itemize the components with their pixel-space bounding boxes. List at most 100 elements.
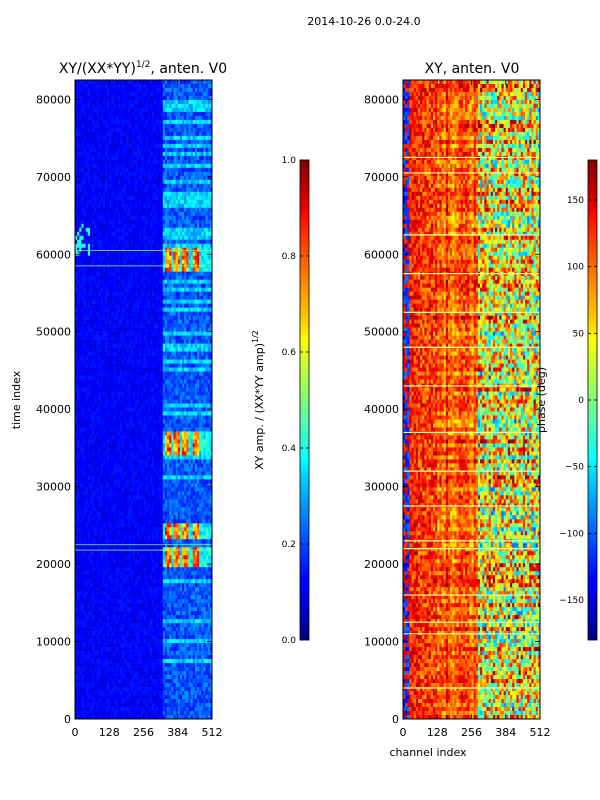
heatmap-cell	[171, 251, 174, 257]
heatmap-cell	[169, 107, 172, 113]
heatmap-cell	[192, 91, 196, 97]
heatmap-cell	[111, 83, 114, 89]
heatmap-cell	[162, 339, 166, 344]
heatmap-cell	[186, 91, 189, 97]
heatmap-cell	[177, 271, 181, 276]
heatmap-cell	[152, 243, 155, 249]
heatmap-cell	[156, 247, 159, 253]
heatmap-cell	[128, 159, 131, 165]
heatmap-cell	[207, 291, 211, 296]
heatmap-cell	[209, 331, 213, 336]
heatmap-cell	[139, 207, 142, 213]
heatmap-cell	[102, 219, 106, 225]
heatmap-cell	[83, 387, 86, 392]
heatmap-cell	[132, 239, 136, 245]
heatmap-cell	[209, 363, 213, 368]
heatmap-cell	[85, 107, 89, 113]
heatmap-cell	[162, 199, 166, 205]
heatmap-cell	[126, 347, 129, 352]
heatmap-cell	[85, 383, 89, 388]
heatmap-cell	[77, 343, 80, 348]
heatmap-cell	[164, 95, 168, 101]
heatmap-cell	[173, 379, 176, 384]
heatmap-cell	[115, 279, 119, 284]
heatmap-cell	[100, 139, 104, 145]
heatmap-cell	[130, 371, 134, 376]
heatmap-cell	[154, 123, 157, 129]
heatmap-cell	[190, 227, 194, 233]
heatmap-cell	[209, 343, 213, 348]
heatmap-cell	[130, 283, 134, 288]
heatmap-cell	[81, 283, 84, 288]
heatmap-cell	[192, 227, 196, 233]
heatmap-cell	[137, 383, 140, 388]
heatmap-cell	[158, 351, 161, 356]
heatmap-cell	[182, 383, 185, 388]
heatmap-cell	[169, 80, 172, 85]
heatmap-cell	[113, 123, 116, 129]
heatmap-cell	[87, 203, 91, 209]
heatmap-cell	[154, 267, 157, 272]
heatmap-cell	[182, 331, 185, 336]
heatmap-cell	[122, 291, 125, 296]
heatmap-cell	[113, 283, 116, 288]
heatmap-cell	[158, 203, 161, 209]
heatmap-cell	[152, 287, 155, 292]
heatmap-cell	[175, 207, 179, 213]
heatmap-cell	[158, 331, 161, 336]
heatmap-cell	[141, 143, 144, 149]
heatmap-cell	[109, 119, 112, 125]
heatmap-cell	[171, 307, 174, 312]
heatmap-cell	[107, 259, 110, 265]
heatmap-cell	[179, 323, 183, 328]
heatmap-cell	[83, 359, 86, 364]
heatmap-cell	[199, 271, 202, 276]
heatmap-cell	[139, 359, 142, 364]
heatmap-cell	[169, 87, 172, 93]
heatmap-cell	[177, 163, 181, 169]
heatmap-cell	[169, 331, 172, 336]
heatmap-cell	[158, 299, 161, 304]
heatmap-cell	[192, 331, 196, 336]
heatmap-cell	[96, 303, 99, 308]
heatmap-cell	[81, 291, 84, 296]
heatmap-cell	[132, 335, 136, 340]
heatmap-cell	[182, 80, 185, 85]
heatmap-cell	[175, 179, 179, 185]
heatmap-cell	[85, 367, 89, 372]
heatmap-cell	[164, 199, 168, 205]
heatmap-cell	[141, 295, 144, 300]
heatmap-cell	[83, 227, 86, 233]
heatmap-cell	[160, 127, 164, 133]
heatmap-cell	[132, 199, 136, 205]
heatmap-cell	[122, 259, 125, 265]
heatmap-cell	[122, 239, 125, 245]
heatmap-cell	[134, 311, 138, 316]
heatmap-cell	[145, 139, 149, 145]
heatmap-cell	[109, 359, 112, 364]
heatmap-cell	[85, 235, 89, 241]
heatmap-cell	[122, 299, 125, 304]
heatmap-cell	[160, 343, 164, 348]
heatmap-cell	[186, 251, 189, 257]
heatmap-cell	[179, 267, 183, 272]
heatmap-cell	[177, 327, 181, 332]
heatmap-cell	[162, 379, 166, 384]
heatmap-cell	[89, 331, 93, 336]
heatmap-cell	[179, 227, 183, 233]
heatmap-cell	[119, 323, 123, 328]
heatmap-cell	[77, 275, 80, 280]
heatmap-cell	[154, 303, 157, 308]
heatmap-cell	[77, 271, 80, 276]
heatmap-cell	[188, 371, 191, 376]
heatmap-cell	[126, 179, 129, 185]
heatmap-cell	[143, 287, 146, 292]
heatmap-cell	[177, 335, 181, 340]
heatmap-cell	[205, 127, 209, 133]
heatmap-cell	[124, 283, 127, 288]
heatmap-cell	[169, 363, 172, 368]
heatmap-cell	[188, 223, 191, 229]
heatmap-cell	[201, 299, 204, 304]
heatmap-cell	[156, 375, 159, 380]
heatmap-cell	[171, 239, 174, 245]
